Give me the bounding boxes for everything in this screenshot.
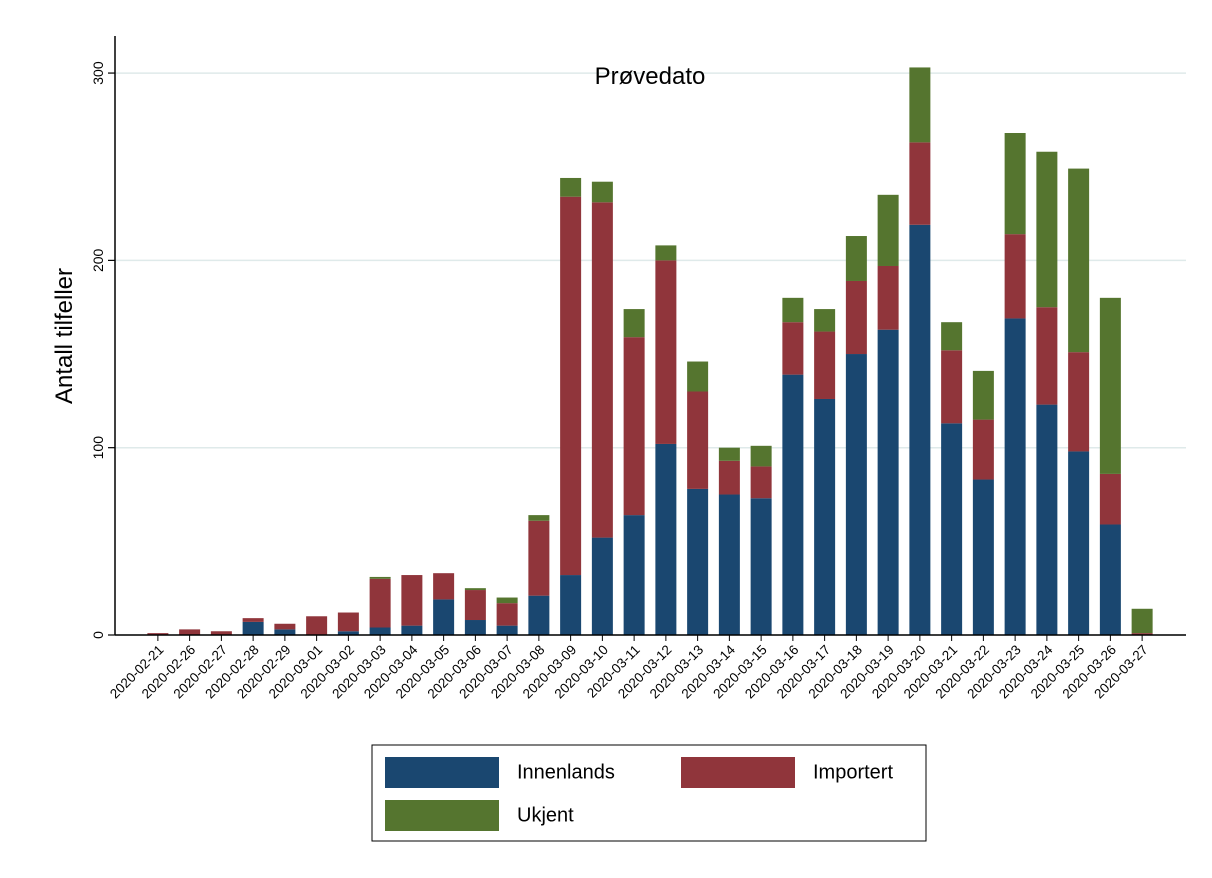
bar-segment (877, 329, 899, 635)
y-tick-label: 200 (90, 248, 106, 272)
bar-segment (1004, 133, 1026, 235)
legend-label: Ukjent (517, 804, 574, 826)
bar-segment (1068, 352, 1090, 452)
bar-segment (1068, 451, 1090, 635)
bar-segment (782, 297, 804, 323)
bar-segment (941, 322, 963, 351)
bar-segment (528, 595, 550, 635)
bar-segment (560, 177, 582, 197)
bar-segment (687, 391, 709, 489)
bar-segment (972, 370, 994, 420)
bar-segment (496, 625, 518, 635)
bar-segment (1099, 473, 1121, 525)
bar-segment (1004, 234, 1026, 319)
bar-segment (814, 331, 836, 399)
bar-segment (1004, 318, 1026, 635)
legend-entries: Innenlands Importert Ukjent (385, 757, 893, 831)
bar-segment (750, 498, 772, 635)
bar-segment (845, 280, 867, 355)
y-tick-label: 100 (90, 436, 106, 460)
bar-segment (814, 398, 836, 635)
legend-swatch (681, 757, 795, 788)
bar-segment (655, 443, 677, 635)
bar-segment (687, 488, 709, 635)
bar-segment (306, 616, 328, 635)
bar-segment (1036, 404, 1058, 635)
bar-segment (941, 423, 963, 635)
bar-segment (496, 603, 518, 626)
bar-segment (1036, 307, 1058, 405)
bar-segment (623, 337, 645, 516)
bar-segment (718, 494, 740, 635)
bar-segment (1068, 168, 1090, 353)
bar-segment (337, 631, 359, 635)
bar-segment (274, 623, 296, 630)
bar-segment (1131, 608, 1153, 634)
bar-segment (941, 350, 963, 424)
bar-segment (401, 575, 423, 626)
bar-segment (210, 631, 232, 635)
bar-segment (750, 445, 772, 467)
bars (147, 67, 1153, 635)
bar-segment (972, 479, 994, 635)
bar-segment (845, 354, 867, 635)
bar-segment (750, 466, 772, 499)
bar-segment (972, 419, 994, 480)
bar-segment (464, 620, 486, 635)
bar-segment (1036, 151, 1058, 308)
bar-segment (242, 621, 264, 635)
bar-segment (464, 588, 486, 591)
bar-segment (655, 260, 677, 444)
bar-segment (433, 573, 455, 600)
bar-segment (718, 447, 740, 461)
legend-swatch (385, 800, 499, 831)
bar-segment (591, 537, 613, 635)
bar-segment (623, 515, 645, 635)
y-axis-label: Antall tilfeller (51, 268, 78, 404)
bar-segment (369, 576, 391, 579)
bar-segment (401, 625, 423, 635)
bar-segment (814, 309, 836, 332)
bar-segment (909, 224, 931, 635)
bar-segment (655, 245, 677, 261)
bar-segment (623, 309, 645, 338)
bar-segment (433, 599, 455, 635)
bar-segment (369, 578, 391, 628)
bar-segment (528, 515, 550, 521)
bar-segment (687, 361, 709, 392)
bar-segment (591, 181, 613, 203)
bar-segment (782, 374, 804, 635)
bar-segment (496, 597, 518, 604)
bar-segment (560, 575, 582, 635)
bar-segment (337, 612, 359, 632)
bar-segment (179, 629, 201, 635)
bar-segment (782, 322, 804, 375)
bar-segment (909, 142, 931, 225)
bar-segment (369, 627, 391, 635)
bar-segment (242, 618, 264, 622)
bar-segment (1131, 633, 1153, 635)
bar-segment (909, 67, 931, 143)
chart-title: Prøvedato (595, 63, 706, 90)
bar-segment (591, 202, 613, 538)
bar-segment (845, 236, 867, 281)
bar-segment (1099, 297, 1121, 474)
bar-segment (274, 629, 296, 635)
bar-segment (528, 520, 550, 596)
bar-segment (877, 265, 899, 330)
legend-label: Innenlands (517, 761, 615, 783)
y-tick-label: 0 (90, 631, 106, 639)
bar-segment (560, 196, 582, 576)
y-tick-label: 300 (90, 61, 106, 85)
bar-segment (877, 194, 899, 266)
legend-swatch (385, 757, 499, 788)
bar-segment (147, 633, 169, 635)
legend-label: Importert (813, 761, 893, 783)
bar-segment (464, 590, 486, 621)
bar-segment (1099, 524, 1121, 635)
bar-segment (718, 460, 740, 495)
